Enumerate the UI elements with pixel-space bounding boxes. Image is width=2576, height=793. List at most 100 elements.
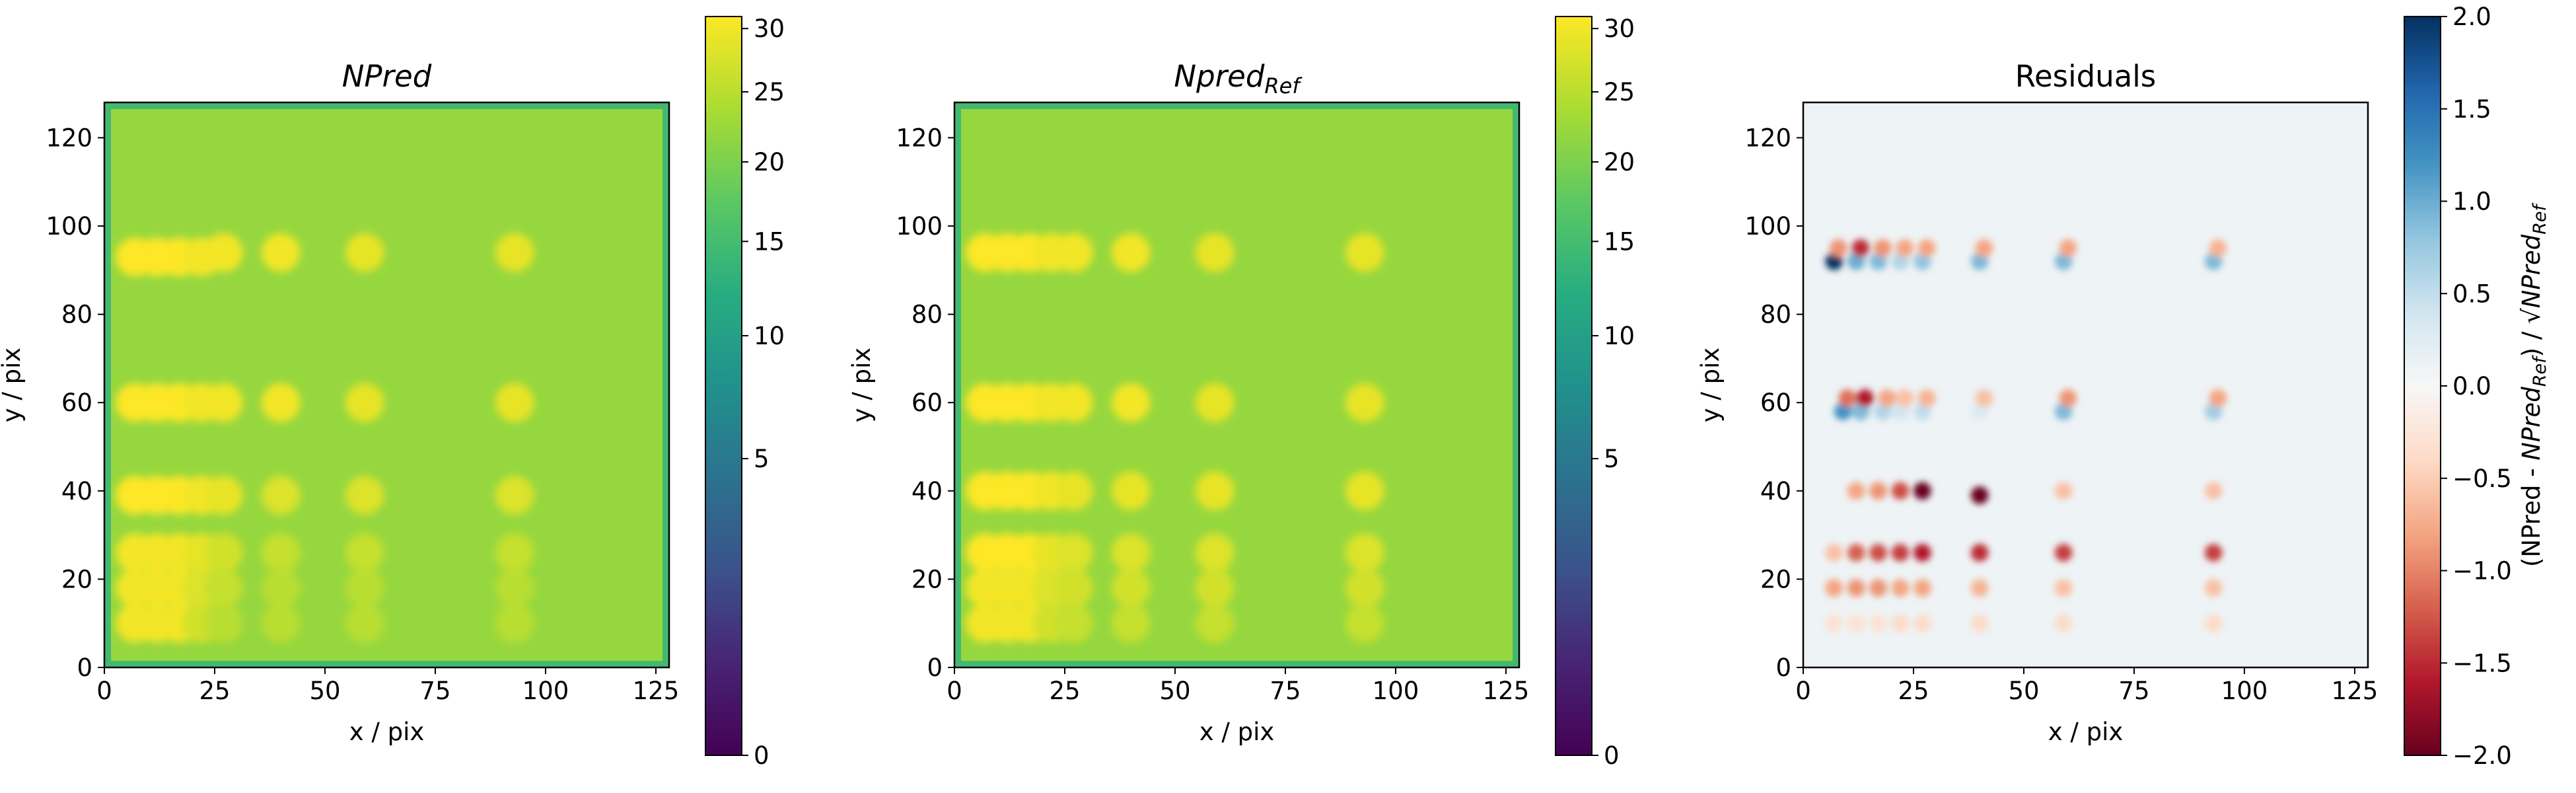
colorbar-tick-label-2: −1.0: [2452, 557, 2512, 585]
source-7: [345, 233, 384, 272]
x-tick-label-0: 0: [96, 677, 112, 705]
source-35: [1891, 482, 1910, 500]
colorbar-tick-label-5: 25: [1604, 78, 1635, 106]
y-axis-label: y / pix: [1696, 348, 1725, 423]
x-tick-label-25: 25: [199, 677, 230, 705]
y-tick-label-60: 60: [912, 389, 943, 417]
source-41: [1847, 543, 1865, 562]
source-46: [1111, 603, 1151, 643]
chart-title-main: Npred: [1174, 59, 1264, 94]
source-6: [261, 233, 301, 272]
axes-frame: [1802, 101, 2369, 669]
source-47: [1195, 603, 1234, 643]
source-14: [2059, 239, 2077, 257]
chart-title: Residuals: [2015, 59, 2157, 94]
source-38: [261, 568, 301, 608]
source-15: [1195, 383, 1234, 422]
source-7: [1195, 233, 1234, 272]
colorbar-label-part-3: Ref: [2530, 355, 2550, 387]
source-40: [1825, 543, 1843, 562]
source-10: [1917, 239, 1936, 257]
source-37: [1054, 568, 1093, 608]
x-tick-label-100: 100: [2221, 677, 2268, 705]
source-5: [1054, 233, 1093, 272]
x-tick-label-100: 100: [522, 677, 569, 705]
heatmap-image: [954, 102, 1519, 667]
x-tick-label-75: 75: [419, 677, 450, 705]
source-39: [2204, 482, 2223, 500]
y-tick-label-0: 0: [77, 654, 92, 682]
source-44: [1913, 543, 1931, 562]
source-23: [1195, 471, 1234, 511]
y-tick-label-60: 60: [1760, 389, 1791, 417]
source-46: [261, 603, 301, 643]
colorbar: [1556, 17, 1592, 755]
y-axis-label: y / pix: [847, 348, 876, 423]
y-tick-label-80: 80: [1760, 301, 1791, 329]
source-39: [1195, 568, 1234, 608]
source-31: [1195, 533, 1234, 572]
source-52: [1913, 579, 1931, 597]
source-42: [1869, 543, 1887, 562]
chart-title-subscript: Ref: [1264, 73, 1303, 98]
colorbar-tick-label-3: −0.5: [2452, 465, 2512, 493]
colorbar-frame: [705, 16, 742, 756]
source-16: [495, 383, 534, 422]
source-22: [261, 476, 301, 515]
colorbar-tick-label-7: 1.5: [2452, 95, 2491, 124]
source-32: [495, 533, 534, 572]
panel-3: 0 25 50 75 100 125 0 20 40 60 80 100 120 x / pix y / p…: [1696, 3, 2550, 770]
colorbar: [2404, 17, 2441, 755]
source-29: [203, 533, 243, 572]
source-45: [1054, 603, 1093, 643]
source-20: [1856, 389, 1874, 407]
colorbar-tick-label-1: 5: [754, 445, 769, 473]
source-24: [495, 476, 534, 515]
source-46: [2054, 543, 2073, 562]
x-axis-label: x / pix: [1199, 718, 1275, 746]
source-43: [1891, 543, 1910, 562]
y-tick-label-0: 0: [927, 654, 943, 682]
colorbar-tick-label-5: 0.5: [2452, 280, 2491, 308]
heatmap-image: [1803, 102, 2368, 667]
colorbar-label-part-1: (NPred -: [2517, 461, 2546, 567]
source-56: [1825, 614, 1843, 632]
heatmap-image: [104, 102, 669, 667]
colorbar-tick-label-2: 10: [1604, 322, 1635, 350]
colorbar-label-part-5: NPred: [2517, 234, 2546, 308]
source-39: [345, 568, 384, 608]
source-61: [1970, 614, 1989, 632]
chart-title-main: Residuals: [2015, 59, 2157, 94]
heatmap-edge: [954, 102, 1519, 667]
y-tick-label-60: 60: [61, 389, 92, 417]
source-12: [1975, 239, 1993, 257]
x-tick-label-75: 75: [1270, 677, 1301, 705]
source-5: [203, 233, 243, 272]
x-tick-label-50: 50: [1159, 677, 1190, 705]
y-tick-label-100: 100: [46, 212, 92, 241]
y-tick-label-120: 120: [46, 124, 92, 152]
source-40: [1345, 568, 1384, 608]
colorbar-tick-label-1: 5: [1604, 445, 1620, 473]
x-tick-label-50: 50: [2008, 677, 2039, 705]
source-14: [261, 383, 301, 422]
y-tick-label-20: 20: [1760, 565, 1791, 593]
source-28: [1975, 389, 1993, 407]
sources: [966, 233, 1384, 643]
axes-frame: [103, 101, 670, 669]
colorbar-frame: [1555, 16, 1592, 756]
colorbar-label: (NPred - NPredRef) / √NPredRef: [2517, 203, 2550, 567]
source-31: [345, 533, 384, 572]
source-48: [495, 603, 534, 643]
source-24: [1345, 471, 1384, 511]
source-16: [2209, 239, 2227, 257]
source-59: [1891, 614, 1910, 632]
chart-title: NPred: [342, 59, 432, 94]
axes-frame: [953, 101, 1521, 669]
y-tick-label-120: 120: [1744, 124, 1791, 152]
source-8: [1345, 233, 1384, 272]
source-14: [1111, 383, 1151, 422]
source-57: [1847, 614, 1865, 632]
